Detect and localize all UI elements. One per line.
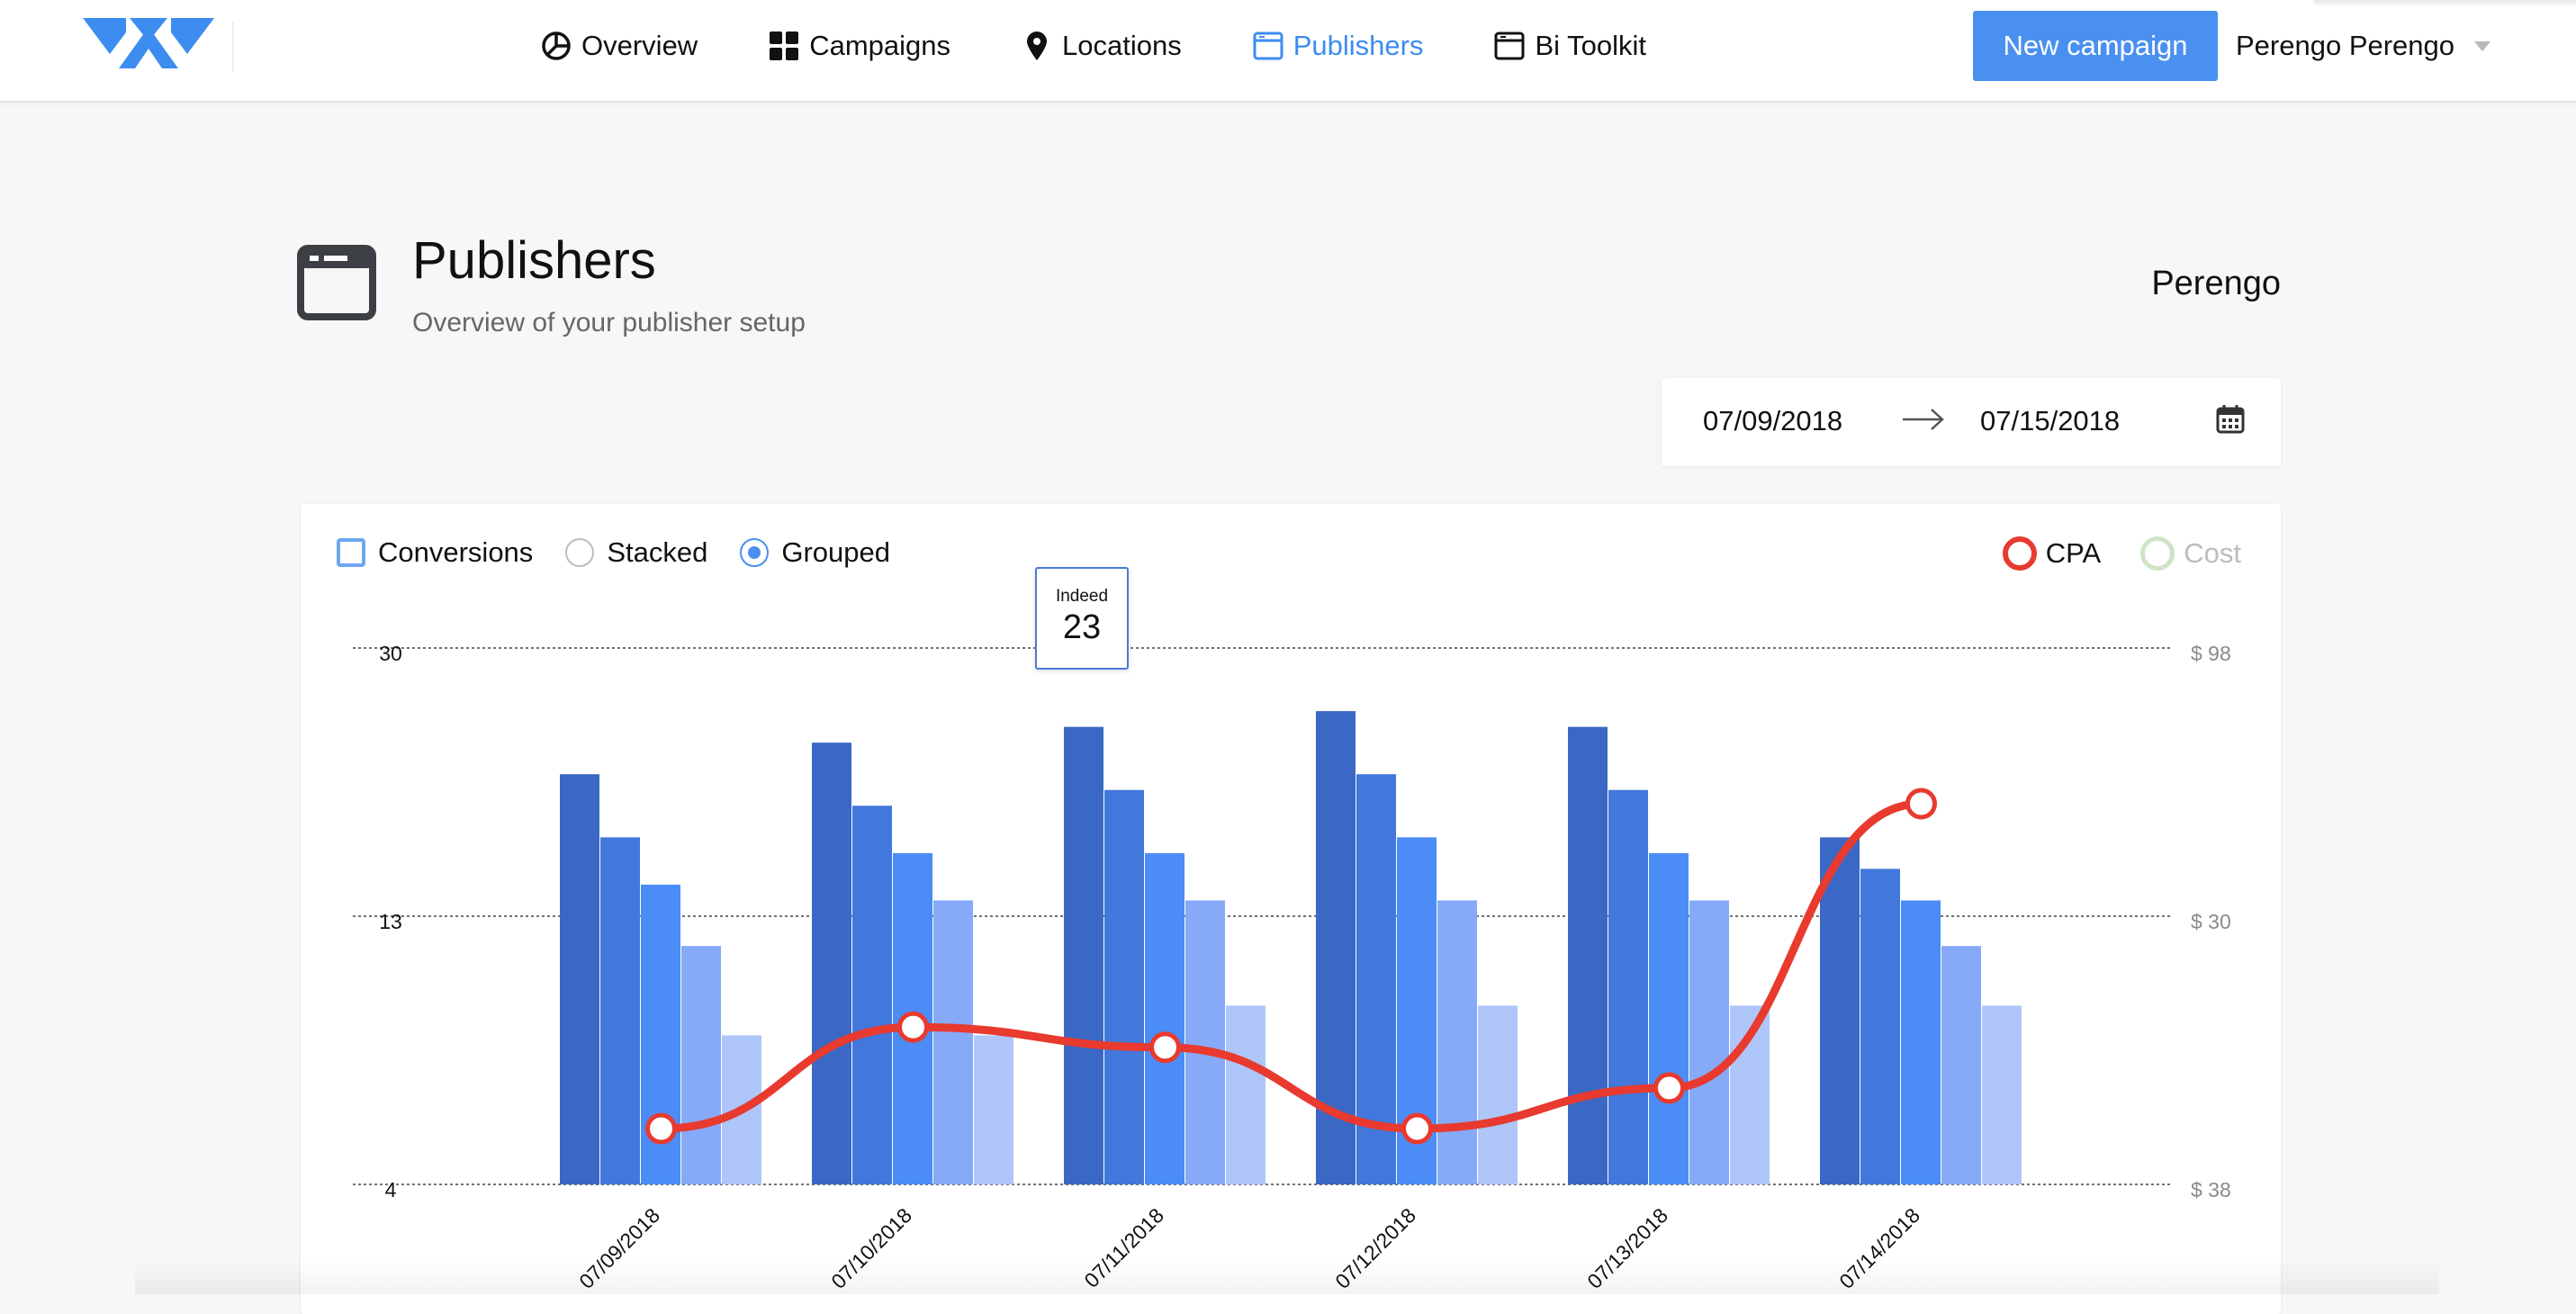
bar [1820, 837, 1860, 1184]
nav-label: Publishers [1293, 30, 1424, 61]
legend-label: Cost [2184, 537, 2241, 569]
bar [1145, 852, 1184, 1184]
chart-card: Conversions Stacked Grouped CPA Cost 30 1… [301, 504, 2281, 1314]
browser-window-icon [1494, 32, 1525, 60]
grouped-radio[interactable]: Grouped [740, 536, 890, 569]
nav-item-publishers[interactable]: Publishers [1252, 30, 1424, 62]
bar [560, 774, 599, 1184]
cpa-point [1149, 1031, 1181, 1064]
y-tick-left: 4 [385, 1178, 397, 1202]
bar [1608, 789, 1648, 1184]
x-tick-label: 07/12/2018 [1330, 1203, 1420, 1293]
bar [1356, 774, 1396, 1184]
bar [852, 806, 892, 1184]
browser-window-icon [297, 245, 376, 320]
chart-legend: CPA Cost [2002, 536, 2281, 571]
bar [933, 900, 973, 1184]
bar [1689, 900, 1729, 1184]
account-name: Perengo [2151, 265, 2281, 302]
y-tick-right: $ 38 [2191, 1178, 2231, 1202]
radio-circle[interactable] [565, 538, 595, 567]
y-tick-right: $ 98 [2191, 642, 2231, 665]
bar [974, 1035, 1013, 1184]
page-title: Publishers [412, 231, 656, 290]
logo-divider [232, 22, 234, 72]
cpa-line [657, 799, 1925, 1133]
radio-circle-selected[interactable] [740, 538, 770, 567]
calendar-icon[interactable] [2214, 403, 2247, 436]
y-tick-right: $ 30 [2191, 910, 2231, 933]
nav-label: Bi Toolkit [1535, 30, 1646, 61]
nav-label: Campaigns [809, 30, 951, 61]
legend-marker [2002, 536, 2037, 571]
nav-item-bi-toolkit[interactable]: Bi Toolkit [1493, 30, 1646, 62]
corner-shadow [2313, 0, 2576, 7]
bar [681, 946, 721, 1184]
checkbox-box[interactable] [337, 538, 365, 567]
bar [1941, 946, 1981, 1184]
legend-item-cpa[interactable]: CPA [2002, 536, 2102, 571]
chart-controls: Conversions Stacked Grouped [337, 536, 923, 569]
publisher-chart: 30 13 4 $ 98 $ 30 $ 38 07/09/2018 07/10/2018 07/… [353, 642, 2231, 1293]
nav-item-campaigns[interactable]: Campaigns [768, 30, 950, 62]
nav-item-overview[interactable]: Overview [540, 30, 698, 62]
conversions-label: Conversions [378, 536, 534, 568]
x-tick-label: 07/13/2018 [1582, 1203, 1672, 1293]
bar [1649, 852, 1689, 1184]
bar [1437, 900, 1477, 1184]
date-end-field[interactable]: 07/15/2018 [1980, 405, 2121, 436]
bar [1860, 868, 1900, 1184]
arrow-right-icon [1903, 409, 1944, 430]
x-tick-label: 07/14/2018 [1834, 1203, 1924, 1293]
conversions-checkbox[interactable]: Conversions [337, 536, 533, 569]
stacked-label: Stacked [607, 536, 708, 568]
grouped-label: Grouped [781, 536, 890, 568]
y-tick-left: 13 [379, 910, 402, 933]
cpa-point [645, 1112, 677, 1145]
bar [812, 742, 851, 1184]
chevron-down-icon [2474, 40, 2491, 51]
cpa-point [1905, 788, 1937, 820]
chart-tooltip: Indeed 23 [1035, 567, 1129, 670]
cpa-point [897, 1011, 929, 1043]
bar [1901, 900, 1941, 1184]
x-tick-label: 07/09/2018 [574, 1203, 664, 1293]
main-nav: Overview Campaigns Locations [540, 0, 1716, 92]
grid-icon [770, 32, 799, 60]
tooltip-value: 23 [1062, 608, 1102, 646]
bar [600, 837, 640, 1184]
date-start-field[interactable]: 07/09/2018 [1703, 405, 1843, 436]
page-subtitle: Overview of your publisher setup [412, 308, 806, 338]
map-pin-icon [1027, 32, 1048, 60]
new-campaign-button[interactable]: New campaign [1973, 11, 2218, 81]
legend-marker [2140, 536, 2175, 571]
nav-label: Locations [1062, 30, 1182, 61]
bar [1185, 900, 1225, 1184]
top-navbar: Overview Campaigns Locations [0, 0, 2576, 103]
tooltip-label: Indeed [1055, 587, 1109, 606]
bar [1104, 789, 1144, 1184]
user-menu[interactable]: Perengo Perengo [2236, 11, 2491, 81]
bar [1064, 726, 1103, 1184]
legend-item-cost[interactable]: Cost [2140, 536, 2241, 571]
legend-label: CPA [2045, 537, 2102, 569]
y-tick-left: 30 [379, 642, 402, 665]
cpa-point [1401, 1112, 1433, 1145]
nav-item-locations[interactable]: Locations [1021, 30, 1182, 62]
nav-label: Overview [581, 30, 698, 61]
user-name: Perengo Perengo [2236, 30, 2455, 61]
x-tick-label: 07/10/2018 [826, 1203, 916, 1293]
x-tick-label: 07/11/2018 [1079, 1203, 1168, 1292]
stacked-radio[interactable]: Stacked [565, 536, 707, 569]
cpa-point [1653, 1072, 1685, 1104]
bar [1568, 726, 1608, 1184]
company-logo[interactable] [83, 18, 214, 68]
bar [1478, 1005, 1518, 1184]
browser-window-icon [1253, 32, 1283, 60]
date-range-picker[interactable]: 07/09/2018 07/15/2018 [1662, 378, 2281, 466]
pie-chart-icon [542, 32, 571, 60]
bar [1226, 1005, 1265, 1184]
bar [1982, 1005, 2022, 1184]
